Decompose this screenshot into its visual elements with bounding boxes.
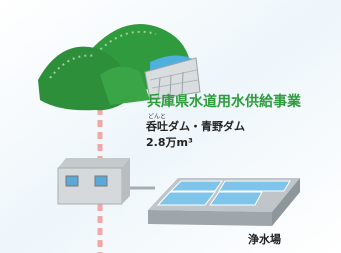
dam-name: 呑吐ダム・青野ダム <box>145 119 245 133</box>
illustration: 兵庫県水道用水供給事業 どんと 呑吐ダム・青野ダム 2.8万m³ 浄水場 <box>0 0 341 253</box>
title: 兵庫県水道用水供給事業 <box>147 93 302 110</box>
plant-label: 浄水場 <box>248 232 281 246</box>
page: {"title": "兵庫県水道用水供給事業", "dam": {"ruby":… <box>0 0 341 253</box>
capacity: 2.8万m³ <box>146 136 193 149</box>
